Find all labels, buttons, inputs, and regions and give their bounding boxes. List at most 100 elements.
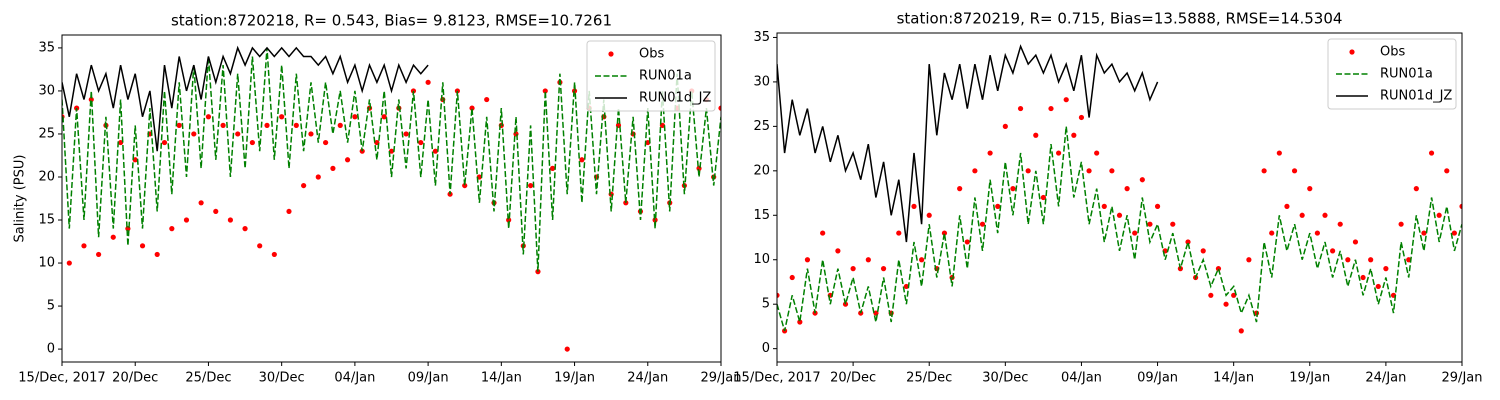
y-axis-label: Salinity (PSU) bbox=[13, 155, 28, 243]
obs-point bbox=[279, 114, 285, 120]
obs-point bbox=[418, 139, 424, 146]
obs-point bbox=[191, 131, 197, 137]
obs-point bbox=[1154, 203, 1161, 209]
obs-point bbox=[1048, 105, 1054, 112]
obs-point bbox=[1413, 186, 1419, 192]
obs-point bbox=[271, 251, 277, 258]
obs-point bbox=[835, 248, 841, 254]
obs-point bbox=[995, 203, 1001, 209]
obs-point bbox=[403, 131, 409, 137]
obs-point bbox=[169, 226, 175, 232]
obs-point bbox=[330, 165, 336, 171]
obs-point bbox=[1352, 239, 1359, 245]
obs-point bbox=[718, 105, 721, 111]
obs-point bbox=[987, 150, 993, 156]
obs-point bbox=[1345, 257, 1351, 263]
obs-point bbox=[1116, 212, 1123, 218]
y-tick-label: 10 bbox=[38, 256, 55, 271]
obs-point bbox=[1284, 203, 1290, 209]
x-tick-label: 29/Jan bbox=[1442, 371, 1483, 386]
obs-point bbox=[1139, 177, 1145, 183]
obs-point bbox=[1063, 97, 1069, 103]
obs-point bbox=[1147, 221, 1153, 227]
obs-point bbox=[777, 292, 780, 298]
obs-point bbox=[1017, 105, 1024, 112]
obs-point bbox=[337, 122, 343, 128]
obs-point bbox=[1223, 301, 1229, 307]
obs-point bbox=[425, 79, 431, 85]
obs-point bbox=[301, 182, 307, 189]
obs-point bbox=[865, 257, 871, 263]
obs-point bbox=[154, 251, 160, 258]
x-tick-label: 19/Jan bbox=[1289, 371, 1330, 386]
x-tick-label: 04/Jan bbox=[334, 371, 375, 386]
legend-label: RUN01a bbox=[639, 69, 692, 84]
obs-point bbox=[110, 234, 116, 240]
obs-point bbox=[564, 346, 570, 352]
obs-point bbox=[1436, 212, 1442, 218]
y-tick-label: 30 bbox=[753, 74, 770, 89]
obs-point bbox=[308, 131, 314, 137]
obs-point bbox=[1398, 221, 1404, 227]
plot-area bbox=[777, 44, 1462, 334]
obs-point bbox=[1368, 257, 1374, 263]
obs-point bbox=[1307, 186, 1313, 192]
obs-point bbox=[176, 122, 182, 128]
obs-point bbox=[789, 274, 795, 281]
obs-point bbox=[549, 165, 556, 171]
obs-point bbox=[432, 148, 439, 154]
series-line bbox=[777, 126, 1462, 332]
obs-point bbox=[1094, 150, 1100, 156]
legend-label: RUN01d_JZ bbox=[1380, 89, 1452, 104]
y-tick-label: 15 bbox=[38, 213, 55, 228]
chart-title: station:8720219, R= 0.715, Bias=13.5888,… bbox=[897, 10, 1343, 28]
obs-point bbox=[1330, 248, 1336, 254]
x-tick-label: 30/Dec bbox=[259, 371, 305, 386]
obs-point bbox=[484, 96, 490, 103]
legend-marker bbox=[1349, 49, 1355, 55]
obs-point bbox=[117, 139, 124, 146]
obs-point bbox=[286, 208, 292, 215]
obs-point bbox=[183, 217, 190, 223]
x-tick-label: 20/Dec bbox=[112, 371, 158, 386]
obs-point bbox=[205, 114, 212, 120]
x-tick-label: 30/Dec bbox=[982, 371, 1028, 386]
obs-point bbox=[880, 266, 887, 272]
legend-box bbox=[586, 40, 716, 112]
legend-marker bbox=[608, 51, 614, 57]
legend-label: RUN01a bbox=[1380, 67, 1433, 82]
obs-point bbox=[1101, 203, 1107, 209]
obs-point bbox=[1276, 150, 1282, 156]
obs-point bbox=[1215, 266, 1222, 272]
obs-point bbox=[957, 186, 963, 192]
x-tick-label: 29/Jan bbox=[701, 371, 742, 386]
obs-point bbox=[1185, 239, 1191, 245]
x-tick-label: 25/Dec bbox=[906, 371, 952, 386]
y-tick-label: 35 bbox=[38, 40, 55, 55]
obs-point bbox=[213, 208, 219, 215]
obs-point bbox=[462, 182, 468, 189]
obs-point bbox=[381, 114, 387, 120]
series-line bbox=[62, 47, 721, 272]
x-tick-label: 25/Dec bbox=[185, 371, 231, 386]
obs-point bbox=[388, 148, 395, 154]
obs-point bbox=[941, 230, 948, 236]
obs-point bbox=[257, 243, 263, 249]
obs-point bbox=[1459, 203, 1462, 209]
x-tick-label: 20/Dec bbox=[830, 371, 876, 386]
obs-point bbox=[797, 319, 803, 325]
obs-point bbox=[1314, 230, 1320, 236]
obs-point bbox=[227, 217, 234, 223]
y-tick-label: 10 bbox=[753, 252, 770, 267]
obs-point bbox=[323, 139, 329, 146]
obs-point bbox=[972, 168, 978, 174]
obs-point bbox=[1299, 212, 1305, 218]
obs-point bbox=[1056, 150, 1062, 156]
obs-point bbox=[911, 203, 917, 209]
obs-point bbox=[528, 182, 534, 189]
obs-point bbox=[220, 122, 226, 128]
y-tick-label: 5 bbox=[47, 299, 55, 314]
obs-point bbox=[352, 114, 358, 120]
y-tick-label: 25 bbox=[753, 119, 770, 134]
obs-point bbox=[1428, 150, 1435, 156]
